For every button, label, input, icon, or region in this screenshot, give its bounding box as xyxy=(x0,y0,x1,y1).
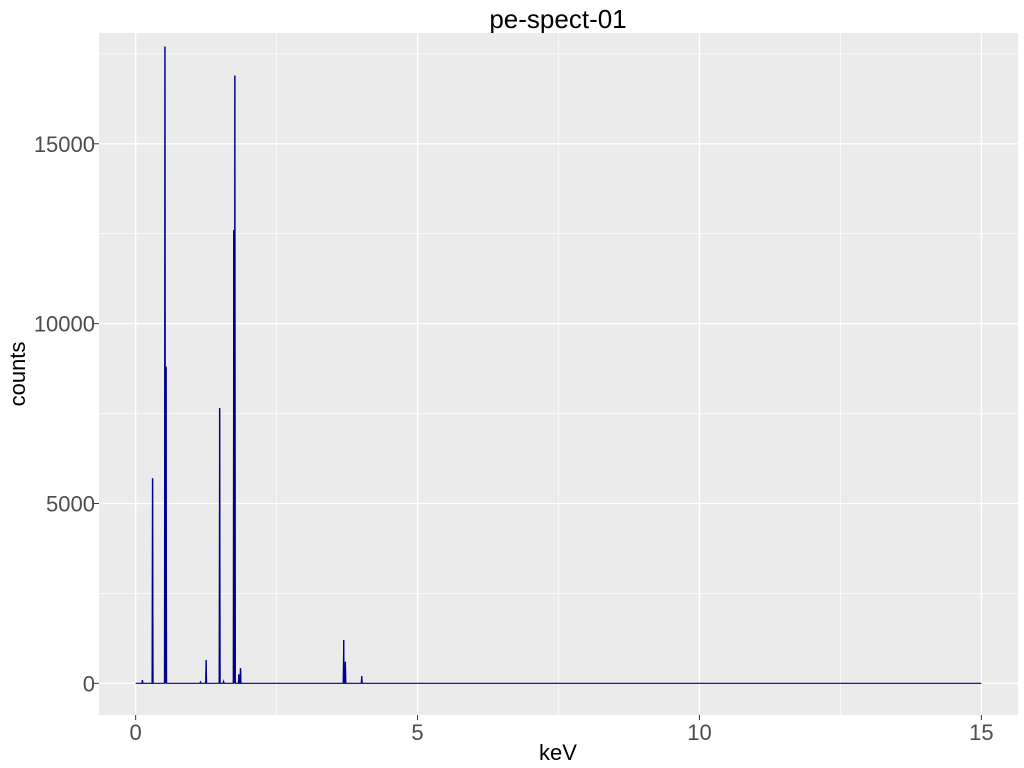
x-tick-label: 0 xyxy=(130,720,142,745)
x-tick-label: 15 xyxy=(969,720,993,745)
x-tick-label: 5 xyxy=(411,720,423,745)
x-tick-label: 10 xyxy=(687,720,711,745)
spectrum-series xyxy=(135,46,982,684)
y-tick-label: 5000 xyxy=(46,491,95,516)
x-axis-title: keV xyxy=(539,740,577,765)
y-tick-label: 0 xyxy=(83,671,95,696)
y-tick-label: 10000 xyxy=(34,312,95,337)
y-axis-title: counts xyxy=(5,342,30,407)
axis-ticks: 0 5 10 15 0 5000 10000 15000 xyxy=(34,132,994,745)
y-tick-label: 15000 xyxy=(34,132,95,157)
chart-title: pe-spect-01 xyxy=(489,4,626,34)
